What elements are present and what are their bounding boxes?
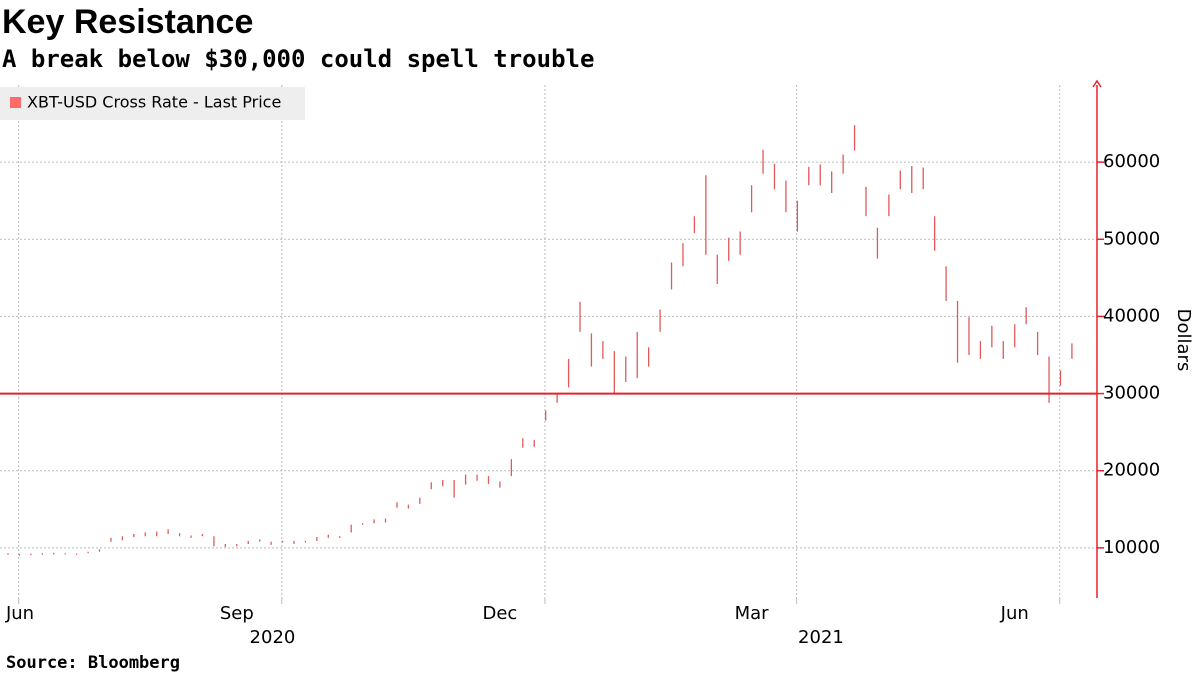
- y-axis-label: Dollars: [1173, 309, 1194, 372]
- y-axis-arrow: [1092, 79, 1102, 88]
- y-tick-label: 20000: [1103, 460, 1160, 481]
- x-group-label: 2021: [798, 627, 844, 648]
- x-group-label: 2020: [250, 627, 296, 648]
- chart-title: Key Resistance: [2, 3, 253, 41]
- legend-swatch: [10, 97, 21, 108]
- y-tick-label: 40000: [1103, 305, 1160, 326]
- x-tick-label: Mar: [735, 603, 770, 624]
- x-tick-label: Jun: [5, 603, 34, 624]
- y-tick-label: 50000: [1103, 228, 1160, 249]
- x-tick-label: Dec: [482, 603, 517, 624]
- y-tick-label: 30000: [1103, 383, 1160, 404]
- x-tick-label: Jun: [1000, 603, 1029, 624]
- x-tick-label: Sep: [220, 603, 254, 624]
- y-tick-label: 10000: [1103, 537, 1160, 558]
- y-tick-label: 60000: [1103, 151, 1160, 172]
- legend-box: [0, 87, 305, 120]
- chart-subtitle: A break below $30,000 could spell troubl…: [2, 45, 594, 73]
- legend: XBT-USD Cross Rate - Last Price: [0, 87, 305, 120]
- source: Source: Bloomberg: [6, 653, 180, 673]
- legend-label: XBT-USD Cross Rate - Last Price: [27, 93, 281, 112]
